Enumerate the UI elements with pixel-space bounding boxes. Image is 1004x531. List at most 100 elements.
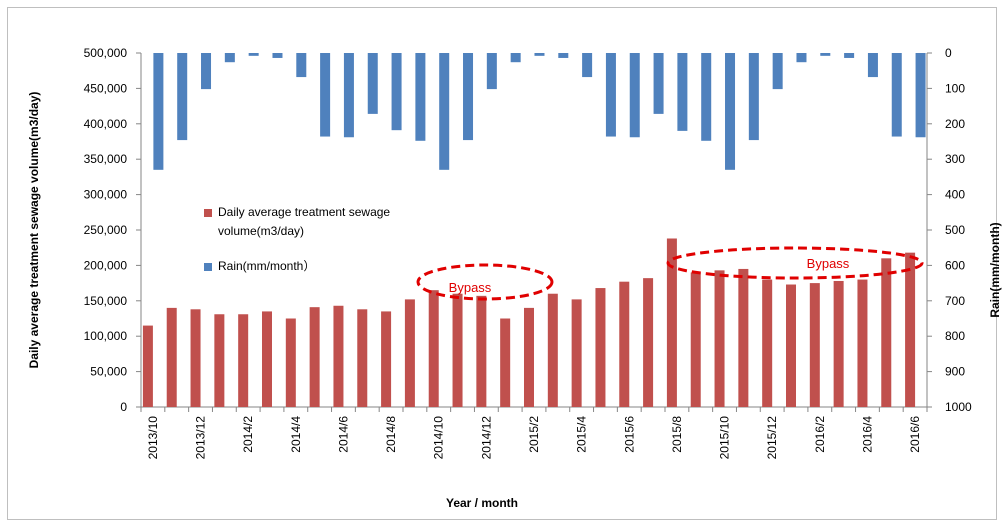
- bar: [582, 53, 593, 78]
- bar: [748, 53, 759, 141]
- bar: [571, 299, 582, 407]
- bar: [619, 281, 630, 407]
- y2-tick-label: 500: [945, 223, 965, 237]
- y2-tick-label: 800: [945, 329, 965, 343]
- y2-tick-label: 600: [945, 258, 965, 272]
- x-tick-label: 2014/8: [384, 416, 398, 453]
- bar: [867, 53, 878, 78]
- x-tick-label: 2014/4: [289, 416, 303, 453]
- bar: [404, 299, 415, 407]
- bar: [725, 53, 736, 170]
- y-tick-label: 400,000: [84, 117, 128, 131]
- x-tick-label: 2015/12: [765, 416, 779, 460]
- bar: [320, 53, 331, 137]
- y-tick-label: 50,000: [90, 365, 127, 379]
- y2-tick-label: 100: [945, 81, 965, 95]
- bar: [190, 309, 201, 407]
- y-tick-label: 500,000: [84, 46, 128, 60]
- annotation: Bypass: [449, 280, 492, 295]
- bar: [153, 53, 164, 170]
- bar: [820, 53, 831, 56]
- x-tick-label: 2013/10: [146, 416, 160, 460]
- bar: [605, 53, 616, 137]
- bar: [833, 280, 844, 407]
- bar: [881, 258, 892, 407]
- bar: [343, 53, 354, 138]
- annotation: Bypass: [807, 256, 850, 271]
- x-tick-label: 2016/6: [908, 416, 922, 453]
- bar: [463, 53, 474, 141]
- y-axis-title: Daily average treatment sewage volume(m3…: [27, 92, 41, 369]
- x-tick-label: 2016/2: [813, 416, 827, 453]
- bar: [177, 53, 188, 141]
- y2-tick-label: 400: [945, 188, 965, 202]
- bar: [439, 53, 450, 170]
- legend-label-box: Daily average treatment sewage volume(m3…: [218, 205, 391, 238]
- x-tick-label: 2014/10: [432, 416, 446, 460]
- chart-border: [7, 7, 997, 520]
- y-tick-label: 150,000: [84, 294, 128, 308]
- bar: [296, 53, 307, 78]
- bar: [214, 314, 225, 407]
- x-tick-label: 2014/6: [336, 416, 350, 453]
- x-tick-label: 2015/10: [718, 416, 732, 460]
- y2-tick-label: 200: [945, 117, 965, 131]
- bar: [415, 53, 426, 141]
- bar: [547, 293, 558, 407]
- bar: [510, 53, 521, 63]
- x-tick-label: 2015/6: [622, 416, 636, 453]
- x-tick-label: 2015/4: [575, 416, 589, 453]
- bar: [309, 307, 320, 407]
- x-tick-label: 2015/8: [670, 416, 684, 453]
- bar: [666, 238, 677, 407]
- y-tick-label: 0: [120, 400, 127, 414]
- x-axis-title: Year / month: [446, 496, 518, 510]
- bar: [629, 53, 640, 138]
- bar: [500, 318, 511, 407]
- bar: [796, 53, 807, 63]
- y-tick-label: 350,000: [84, 152, 128, 166]
- legend-label: Rain(mm/month）: [218, 259, 316, 273]
- bar: [677, 53, 688, 131]
- bar: [452, 293, 463, 407]
- bar: [844, 53, 855, 58]
- bar: [595, 288, 606, 407]
- x-tick-label: 2014/2: [241, 416, 255, 453]
- x-tick-label: 2015/2: [527, 416, 541, 453]
- y-tick-label: 200,000: [84, 258, 128, 272]
- bar: [523, 307, 534, 407]
- bar: [772, 53, 783, 90]
- x-tick-label: 2013/12: [194, 416, 208, 460]
- bar: [391, 53, 402, 131]
- bar: [142, 325, 153, 407]
- bar: [714, 270, 725, 407]
- x-tick-label: 2016/4: [860, 416, 874, 453]
- bar: [653, 53, 664, 114]
- legend-label-box: Rain(mm/month）: [218, 259, 316, 273]
- bar: [357, 309, 368, 407]
- bar: [428, 290, 439, 407]
- bar: [701, 53, 712, 141]
- bar: [238, 314, 249, 407]
- bar: [486, 53, 497, 90]
- bar: [738, 268, 749, 407]
- y2-tick-label: 1000: [945, 400, 972, 414]
- bar: [762, 279, 773, 407]
- annotation-ellipse: [416, 263, 554, 301]
- y2-tick-label: 900: [945, 365, 965, 379]
- bar: [915, 53, 926, 138]
- bar: [248, 53, 259, 56]
- bar: [333, 305, 344, 407]
- legend-label: Daily average treatment sewage volume(m3…: [218, 205, 391, 238]
- bar: [857, 279, 868, 407]
- bar: [381, 311, 392, 407]
- bar: [534, 53, 545, 56]
- bar: [201, 53, 212, 90]
- bar: [558, 53, 569, 58]
- bar: [891, 53, 902, 137]
- bar: [367, 53, 378, 114]
- bar: [261, 311, 272, 407]
- y2-tick-label: 0: [945, 46, 952, 60]
- bar: [643, 278, 654, 407]
